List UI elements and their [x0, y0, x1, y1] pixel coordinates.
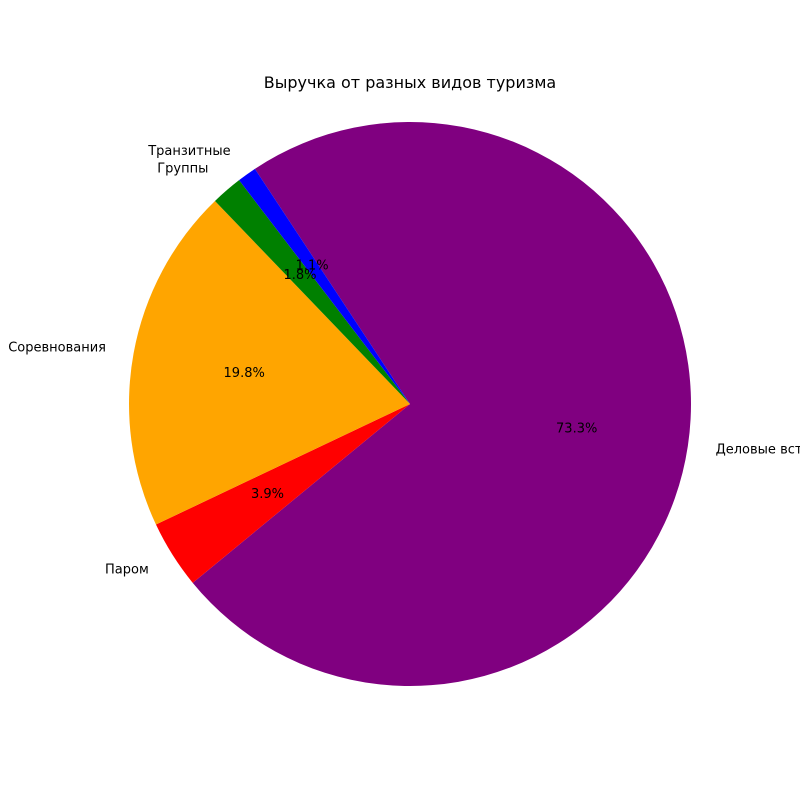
slice-label-1: Деловые встречи	[716, 443, 800, 458]
slice-percent-5: 1.1%	[296, 259, 329, 274]
slice-label-4: Группы	[157, 161, 208, 176]
slice-percent-4: 1.8%	[283, 268, 316, 283]
pie-slice-3	[129, 200, 410, 525]
pie-slice-1	[192, 122, 691, 687]
labels-layer: Деловые встречи 73.3% Паром 3.9% Соревновани…	[8, 144, 800, 578]
slices-layer	[129, 122, 691, 687]
slice-label-2: Паром	[105, 562, 149, 577]
pie-slice-4	[214, 180, 410, 404]
slice-percent-3: 19.8%	[224, 366, 265, 381]
slice-percent-2: 3.9%	[251, 487, 284, 502]
slice-percent-1: 73.3%	[556, 422, 597, 437]
slice-label-5: Транзитные	[147, 144, 230, 159]
chart-title: Выручка от разных видов туризма	[264, 73, 556, 92]
pie-slice-2	[155, 404, 410, 583]
pie-slice-5	[239, 168, 410, 404]
slice-label-3: Соревнования	[8, 341, 106, 356]
